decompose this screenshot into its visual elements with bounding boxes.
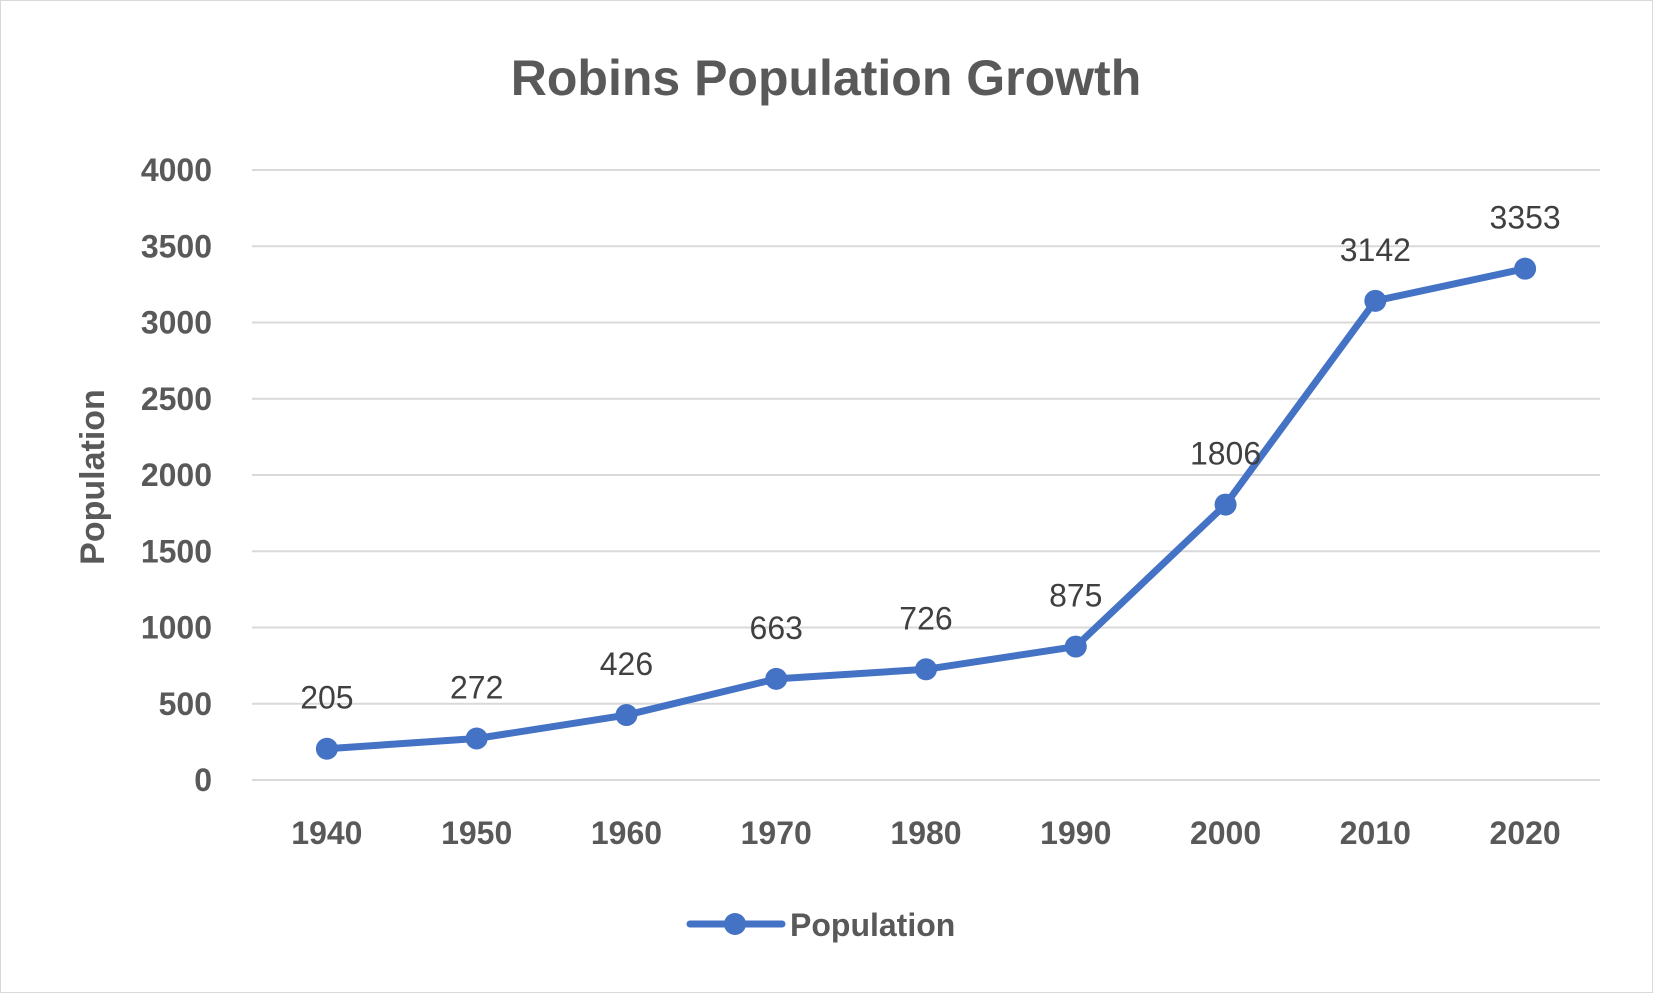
legend-marker-swatch	[724, 913, 746, 935]
data-point	[1214, 493, 1237, 516]
data-label: 3353	[1490, 200, 1561, 236]
y-tick-label: 3000	[141, 305, 212, 341]
y-tick-label: 4000	[141, 152, 212, 188]
x-axis-ticks: 1940 1950 1960 1970 1980 1990 2000 2010 2020	[291, 815, 1560, 851]
data-point	[915, 658, 937, 681]
data-point	[1364, 289, 1387, 312]
data-label: 3142	[1340, 232, 1411, 268]
x-tick-label: 1940	[291, 815, 362, 851]
data-point	[615, 704, 638, 727]
data-label: 726	[899, 600, 952, 636]
x-tick-label: 1980	[890, 815, 961, 851]
gridlines	[252, 169, 1600, 781]
y-tick-label: 1000	[141, 610, 212, 646]
data-label: 426	[600, 646, 653, 682]
y-tick-label: 1500	[141, 533, 212, 569]
x-tick-label: 1970	[741, 815, 812, 851]
x-tick-label: 2020	[1490, 815, 1561, 851]
x-tick-label: 2010	[1340, 815, 1411, 851]
data-label: 875	[1049, 578, 1102, 614]
y-tick-label: 0	[194, 762, 212, 798]
y-tick-label: 2000	[141, 457, 212, 493]
y-axis-ticks: 0 500 1000 1500 2000 2500 3000 3500 4000	[141, 152, 212, 798]
y-tick-label: 500	[159, 686, 212, 722]
data-point	[465, 727, 488, 750]
x-tick-label: 1960	[591, 815, 662, 851]
legend: Population	[686, 907, 955, 943]
y-tick-label: 3500	[141, 228, 212, 264]
series-population	[315, 257, 1537, 760]
y-axis-title: Population	[74, 389, 112, 565]
data-labels: 205 272 426 663 726 875 1806 3142 3353	[300, 200, 1561, 716]
x-tick-label: 1950	[441, 815, 512, 851]
data-label: 272	[450, 670, 503, 706]
data-label: 205	[300, 680, 353, 716]
data-point	[1514, 257, 1537, 280]
x-tick-label: 2000	[1190, 815, 1261, 851]
y-tick-label: 2500	[141, 381, 212, 417]
data-point	[765, 667, 788, 690]
chart-title: Robins Population Growth	[511, 50, 1142, 106]
data-point	[1064, 635, 1087, 658]
x-tick-label: 1990	[1040, 815, 1111, 851]
data-point	[315, 737, 338, 760]
legend-label-population: Population	[790, 907, 955, 943]
data-label: 663	[750, 610, 803, 646]
data-label: 1806	[1190, 436, 1261, 472]
